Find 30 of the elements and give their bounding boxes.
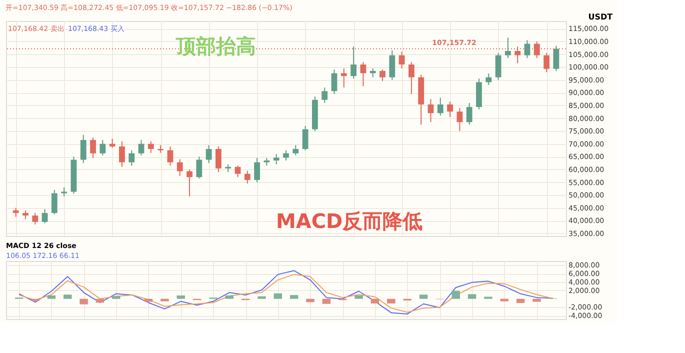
bar xyxy=(532,298,541,302)
bar xyxy=(258,296,266,299)
bar xyxy=(290,295,298,299)
bar xyxy=(452,290,460,299)
annotation: 顶部抬高 xyxy=(175,34,256,58)
bar xyxy=(322,298,331,304)
bar xyxy=(274,293,282,299)
bar xyxy=(144,298,153,302)
bar xyxy=(225,295,234,299)
bar xyxy=(160,298,169,302)
bar xyxy=(64,294,72,299)
candlestick xyxy=(61,186,68,197)
bar xyxy=(387,298,396,304)
bar xyxy=(176,295,185,299)
candlestick xyxy=(273,154,280,165)
bar xyxy=(354,295,363,299)
bar xyxy=(468,294,476,299)
bar xyxy=(96,298,104,303)
y-axis-title: USDT xyxy=(588,12,614,22)
bar xyxy=(306,298,314,302)
candlestick xyxy=(158,144,164,154)
bar xyxy=(112,296,120,299)
bar xyxy=(516,298,525,304)
bar xyxy=(80,298,88,304)
bar xyxy=(419,294,428,299)
candlestick xyxy=(340,68,347,88)
bar xyxy=(370,298,380,304)
bar xyxy=(500,298,508,302)
bar xyxy=(47,295,56,299)
annotation: MACD反而降低 xyxy=(276,209,423,233)
